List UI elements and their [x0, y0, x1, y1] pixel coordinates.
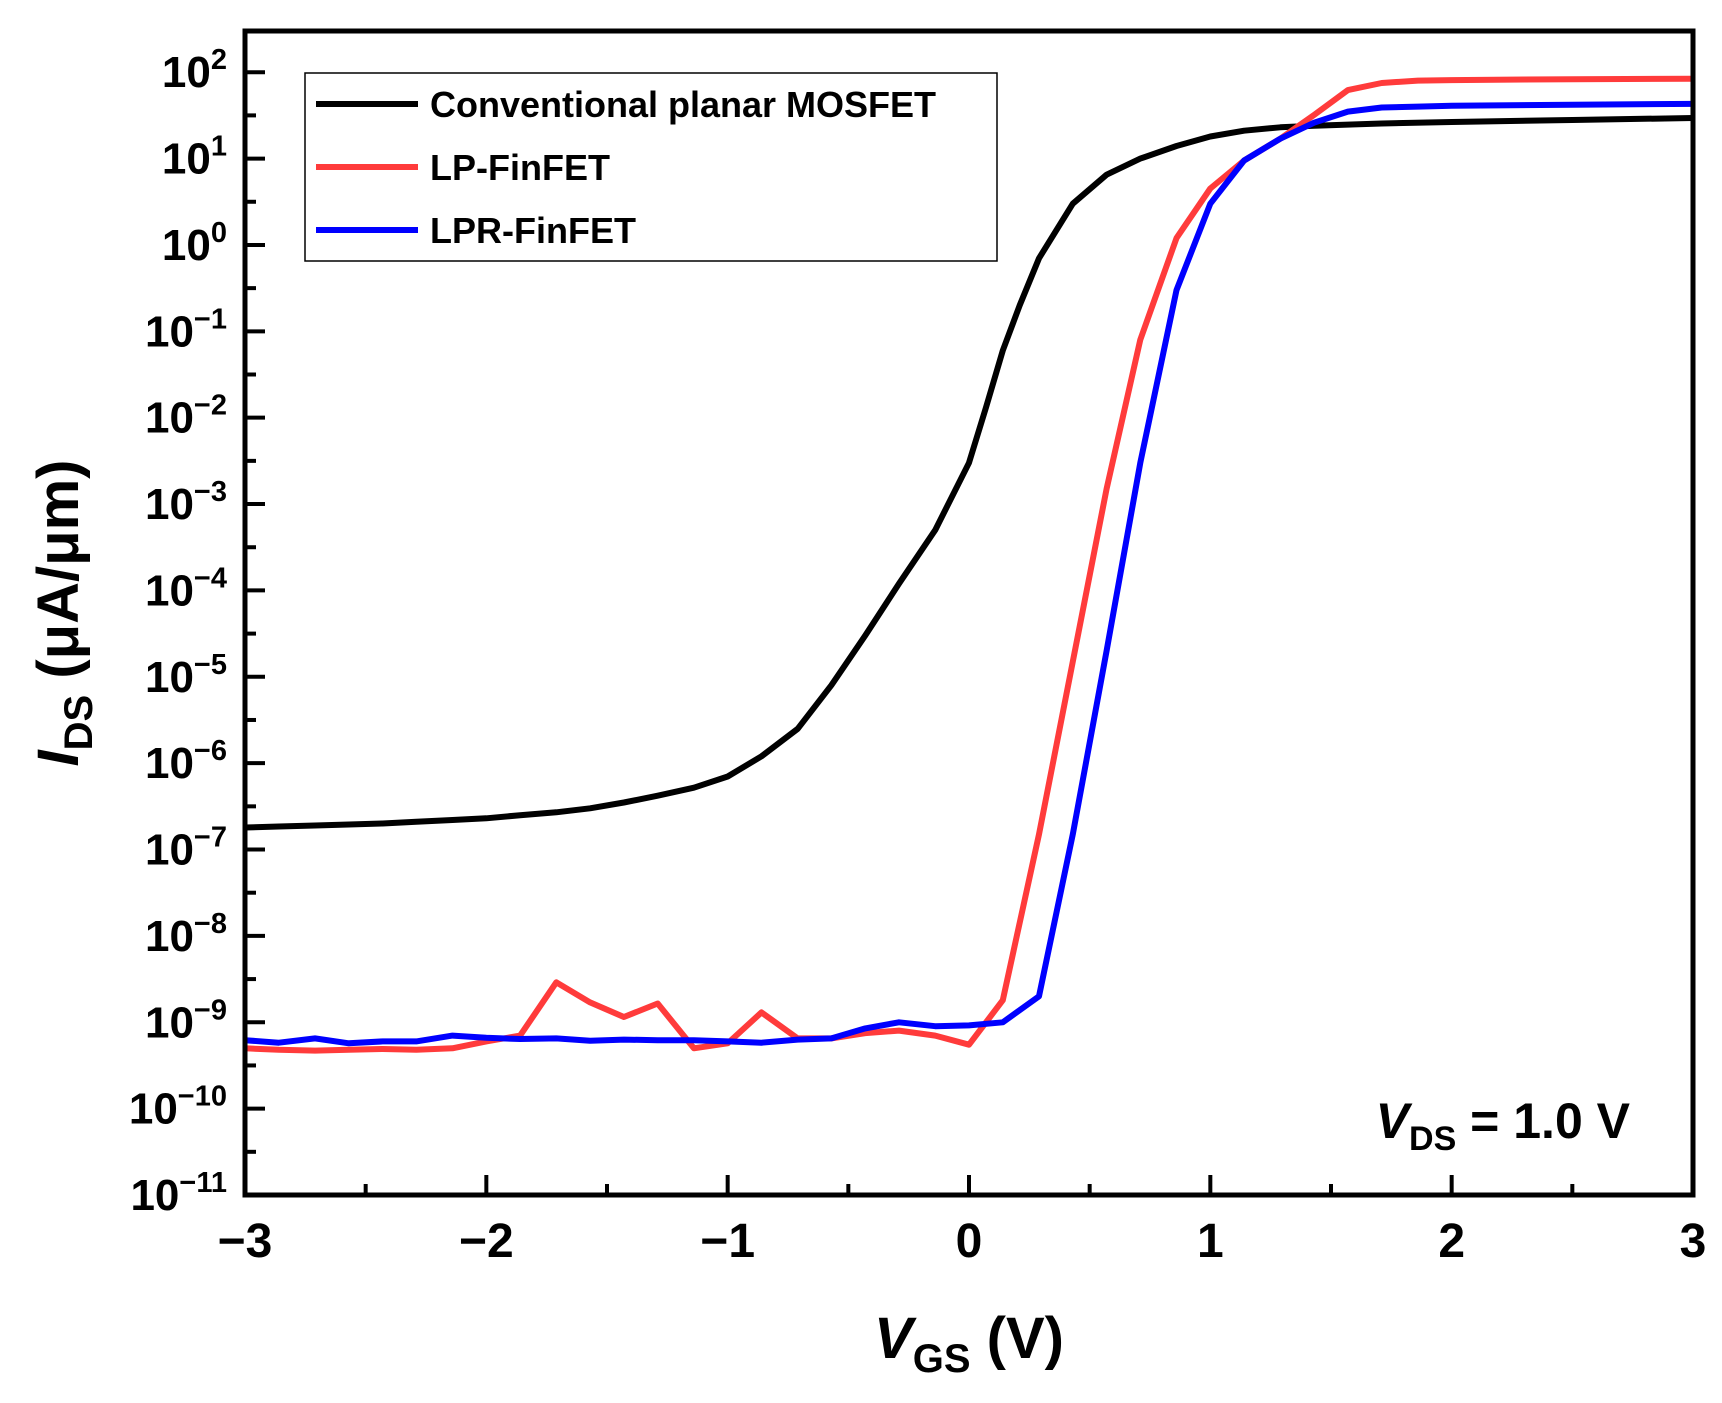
series-layer: [245, 75, 1693, 1054]
legend-label-conventional-planar-mosfet: Conventional planar MOSFET: [430, 84, 936, 125]
y-tick-label-10: 10−8: [145, 908, 227, 961]
ticks-layer: [243, 70, 1695, 1197]
y-axis-label-main: I: [26, 749, 91, 767]
y-tick-label-9: 10−7: [145, 822, 227, 875]
x-axis-label-suffix: (V): [971, 1306, 1064, 1371]
y-tick-label-3: 10−1: [145, 303, 227, 356]
annotation-suffix: = 1.0 V: [1456, 1093, 1630, 1149]
y-tick-label-5: 10−3: [145, 476, 227, 529]
x-tick-label-2: −1: [700, 1215, 755, 1268]
x-tick-label-6: 3: [1680, 1215, 1707, 1268]
legend-label-lp-finfet: LP-FinFET: [430, 147, 610, 188]
y-tick-label-7: 10−5: [145, 649, 227, 702]
y-tick-label-4: 10−2: [145, 390, 227, 443]
series-line-lpr-finfet: [245, 100, 1693, 1047]
x-tick-label-5: 2: [1438, 1215, 1465, 1268]
legend-box: [304, 72, 998, 262]
x-tick-label-0: −3: [218, 1215, 273, 1268]
x-tick-label-1: −2: [459, 1215, 514, 1268]
annotation-main: V: [1376, 1093, 1413, 1149]
x-axis-label: VGS (V): [874, 1306, 1064, 1381]
y-tick-label-1: 101: [162, 131, 227, 184]
y-tick-label-0: 102: [162, 44, 227, 97]
tick-labels-layer: −3 −2 −1 0 1 2 3 102 101 100 10−1 10−2 10−3 10−4 10−5 1…: [129, 44, 1707, 1268]
x-tick-label-4: 1: [1197, 1215, 1224, 1268]
y-axis-label: IDS (μA/μm): [26, 460, 101, 767]
series-line-conventional-planar-mosfet: [245, 115, 1693, 831]
vds-annotation: VDS = 1.0 V: [1376, 1093, 1631, 1158]
y-tick-label-6: 10−4: [145, 562, 227, 615]
y-axis-label-sub: DS: [57, 695, 101, 751]
y-tick-label-8: 10−6: [145, 735, 227, 788]
y-axis-label-suffix: (μA/μm): [26, 460, 91, 695]
y-tick-label-11: 10−9: [145, 994, 227, 1047]
annotation-sub: DS: [1409, 1120, 1456, 1158]
x-axis-label-main: V: [874, 1306, 917, 1371]
y-tick-label-2: 100: [162, 217, 227, 270]
series-line-lp-finfet: [245, 75, 1693, 1054]
x-axis-label-sub: GS: [913, 1337, 971, 1381]
legend: Conventional planar MOSFET LP-FinFET LPR-F…: [304, 72, 998, 262]
x-tick-label-3: 0: [956, 1215, 983, 1268]
y-tick-label-13: 10−11: [130, 1167, 227, 1220]
y-tick-label-12: 10−10: [129, 1081, 227, 1134]
legend-label-lpr-finfet: LPR-FinFET: [430, 210, 636, 251]
